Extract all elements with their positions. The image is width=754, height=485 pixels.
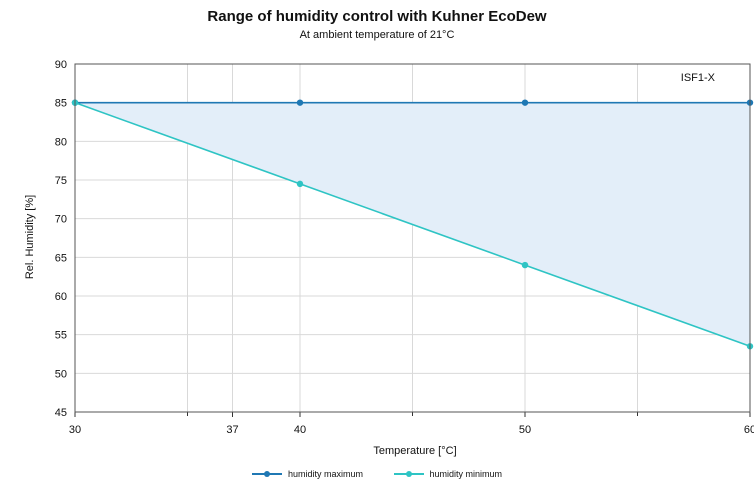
x-tick-label: 37 xyxy=(226,424,238,436)
x-tick-label: 30 xyxy=(69,424,81,436)
humidity-maximum-point xyxy=(521,99,529,106)
y-tick-label: 55 xyxy=(55,330,67,342)
humidity-minimum-line xyxy=(74,101,751,348)
y-tick-label: 80 xyxy=(55,136,67,148)
y-tick-label: 65 xyxy=(55,252,67,264)
legend-swatch-maximum xyxy=(251,471,282,477)
legend-item-maximum: humidity maximum xyxy=(251,469,363,479)
chart-legend: humidity maximum humidity minimum xyxy=(0,467,754,479)
humidity-minimum-point xyxy=(296,180,304,188)
y-tick-label: 50 xyxy=(55,368,67,380)
y-tick-label: 70 xyxy=(55,214,67,226)
chart-subtitle: At ambient temperature of 21°C xyxy=(299,29,455,41)
x-axis-label: Temperature [°C] xyxy=(373,445,456,457)
y-tick-label: 90 xyxy=(55,59,67,71)
humidity-minimum-point xyxy=(521,261,529,269)
y-axis-label: Rel. Humidity [%] xyxy=(24,195,36,279)
x-tick-label: 40 xyxy=(294,424,306,436)
x-tick-label: 60 xyxy=(744,424,754,436)
chart-title: Range of humidity control with Kuhner Ec… xyxy=(207,8,547,25)
x-tick-label: 50 xyxy=(519,424,531,436)
axes: 45 50 55 60 65 70 75 80 85 90 30 37 40 50 60 xyxy=(55,59,754,436)
y-tick-label: 85 xyxy=(55,98,67,110)
y-tick-label: 60 xyxy=(55,291,67,303)
legend-swatch-minimum xyxy=(393,471,424,477)
plot-frame xyxy=(74,63,751,413)
y-tick-label: 75 xyxy=(55,175,67,187)
legend-label-maximum: humidity maximum xyxy=(287,469,363,479)
plot-annotation: ISF1-X xyxy=(681,72,716,84)
y-tick-label: 45 xyxy=(55,407,67,419)
legend-label-minimum: humidity minimum xyxy=(429,469,503,479)
humidity-maximum-point xyxy=(296,99,304,106)
legend-item-minimum: humidity minimum xyxy=(393,469,503,479)
